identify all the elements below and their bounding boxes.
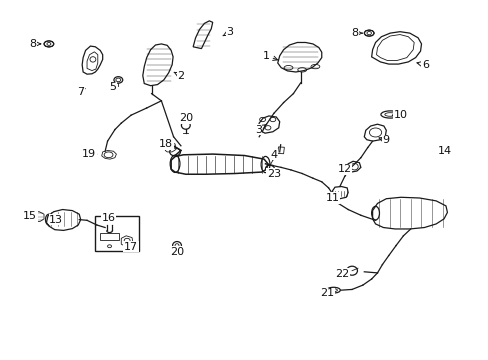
Text: 16: 16: [102, 213, 115, 223]
Text: 18: 18: [159, 139, 173, 149]
Text: 4: 4: [270, 150, 277, 160]
Text: 2: 2: [174, 71, 184, 81]
Text: 8: 8: [30, 39, 41, 49]
Bar: [277, 147, 284, 154]
Text: 15: 15: [23, 211, 37, 221]
Text: 17: 17: [124, 242, 138, 252]
Text: 3: 3: [223, 27, 233, 37]
Text: 7: 7: [77, 87, 85, 97]
Text: 9: 9: [378, 135, 389, 145]
Text: 13: 13: [49, 215, 63, 225]
Text: 20: 20: [170, 247, 183, 257]
Bar: [100, 233, 119, 240]
Text: 22: 22: [334, 269, 349, 279]
Bar: [95, 216, 139, 251]
Text: 3: 3: [254, 125, 265, 135]
Text: 5: 5: [109, 82, 117, 93]
Text: 21: 21: [320, 288, 334, 298]
Text: 8: 8: [351, 28, 362, 38]
Text: 6: 6: [416, 60, 428, 70]
Text: 20: 20: [179, 113, 192, 123]
Text: 14: 14: [437, 146, 451, 156]
Text: 12: 12: [337, 164, 351, 174]
Text: 1: 1: [263, 51, 277, 61]
Text: 10: 10: [391, 110, 407, 120]
Text: 23: 23: [266, 168, 280, 179]
Text: 11: 11: [325, 193, 339, 203]
Text: 19: 19: [82, 149, 97, 159]
